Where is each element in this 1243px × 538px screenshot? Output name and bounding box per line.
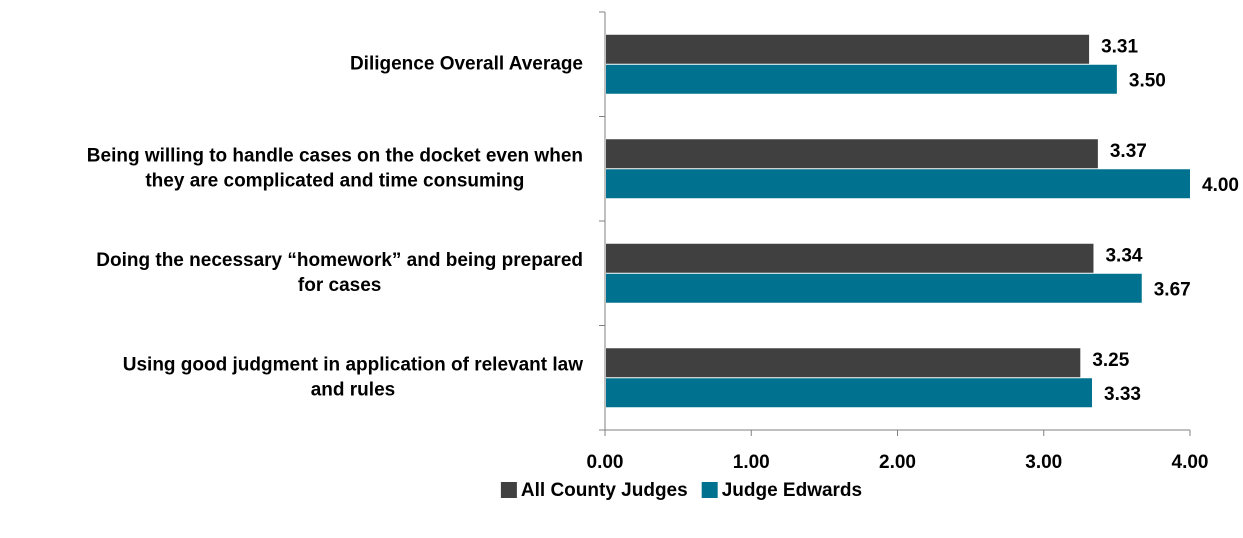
x-tick-label: 0.00: [587, 452, 624, 473]
bar-judge-edwards: [606, 169, 1190, 199]
category-label: Doing the necessary “homework” and being…: [96, 250, 583, 271]
bar-judge-edwards: [606, 64, 1117, 94]
data-label: 4.00: [1202, 175, 1239, 196]
data-label: 3.37: [1110, 141, 1147, 162]
category-label: for cases: [298, 275, 381, 296]
data-label: 3.25: [1092, 350, 1129, 371]
bar-all-county-judges: [606, 139, 1098, 169]
legend-label: All County Judges: [521, 480, 688, 501]
x-tick-label: 2.00: [879, 452, 916, 473]
data-label: 3.31: [1101, 36, 1138, 57]
x-tick-label: 4.00: [1172, 452, 1209, 473]
legend-swatch: [701, 482, 718, 498]
x-tick-label: 3.00: [1025, 452, 1062, 473]
bar-judge-edwards: [606, 378, 1093, 408]
data-label: 3.33: [1104, 384, 1141, 405]
bar-all-county-judges: [606, 243, 1094, 273]
bar-all-county-judges: [606, 348, 1081, 378]
category-label: Being willing to handle cases on the doc…: [87, 145, 583, 166]
legend-swatch: [500, 482, 517, 498]
data-label: 3.34: [1105, 245, 1142, 266]
bar-judge-edwards: [606, 273, 1142, 303]
x-tick-label: 1.00: [733, 452, 770, 473]
category-label: Using good judgment in application of re…: [123, 354, 583, 375]
data-label: 3.67: [1154, 279, 1191, 300]
category-label: Diligence Overall Average: [350, 53, 583, 74]
category-label: they are complicated and time consuming: [145, 170, 524, 191]
legend-label: Judge Edwards: [722, 480, 862, 501]
bar-all-county-judges: [606, 34, 1090, 64]
data-label: 3.50: [1129, 70, 1166, 91]
category-label: and rules: [311, 379, 395, 400]
